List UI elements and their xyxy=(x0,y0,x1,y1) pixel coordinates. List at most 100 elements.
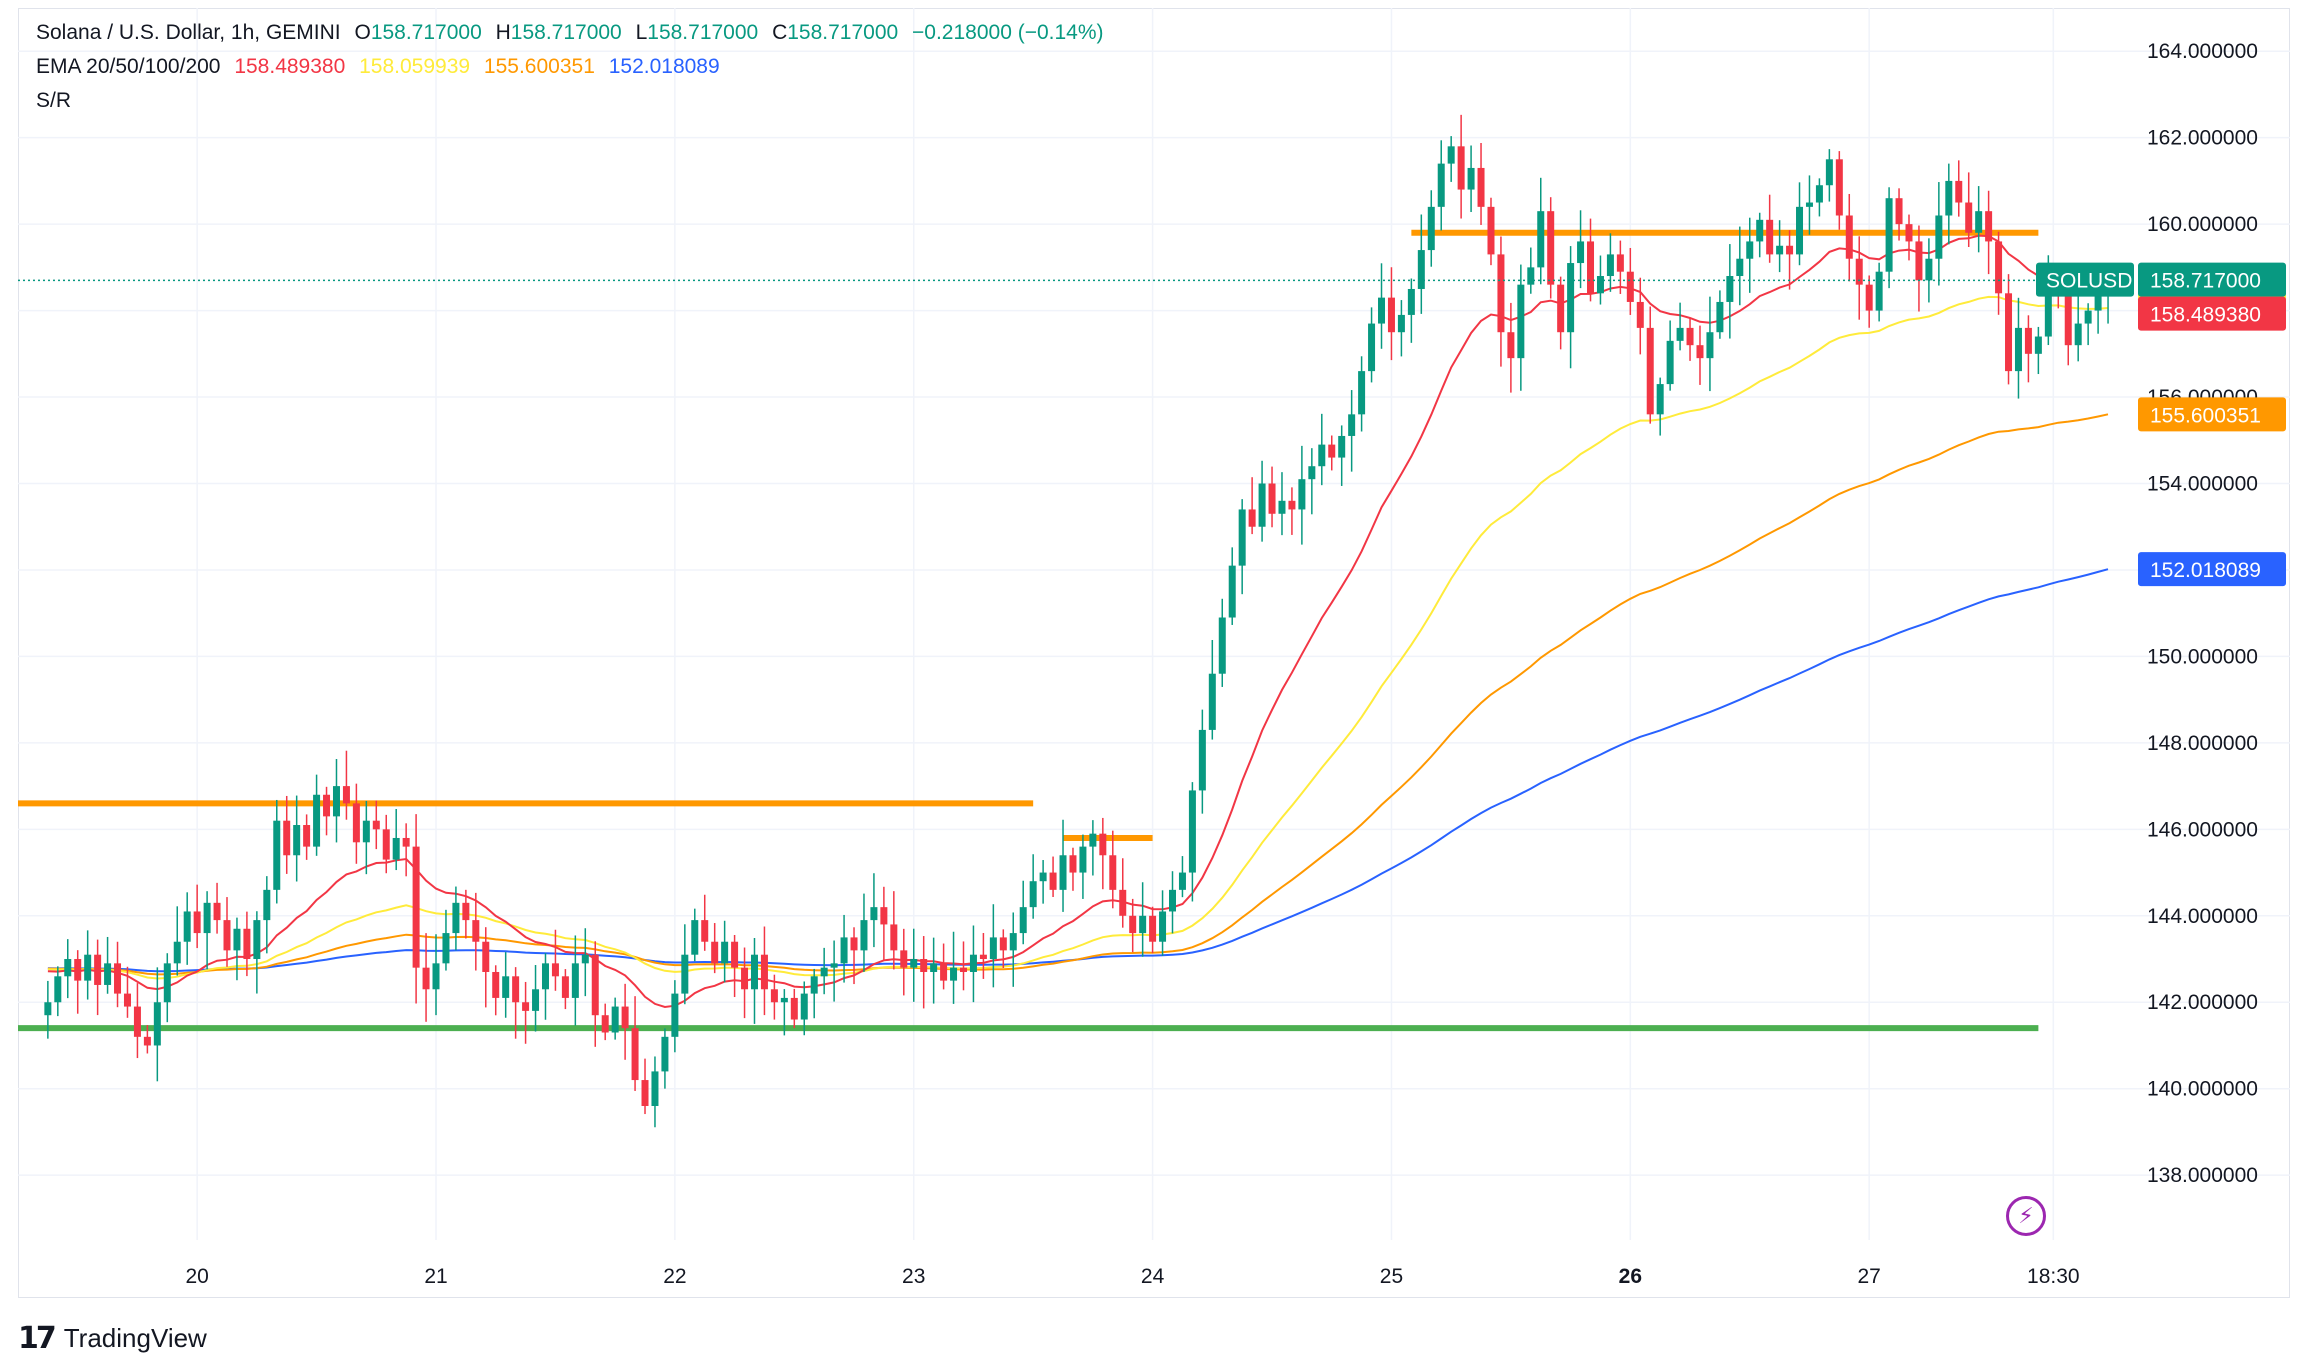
candle-body xyxy=(1975,211,1983,233)
candle-body xyxy=(541,963,549,990)
time-tick-label: 23 xyxy=(902,1265,925,1288)
candle-body xyxy=(2084,310,2092,324)
candle-body xyxy=(442,933,450,964)
ema20-badge-text: 158.489380 xyxy=(2150,304,2261,327)
candle-body xyxy=(1815,185,1823,203)
tradingview-mark-icon: 17 xyxy=(18,1320,57,1356)
price-badges: 152.018089155.600351158.059939158.717000… xyxy=(2036,262,2286,587)
lightning-icon[interactable]: ⚡ xyxy=(2006,1196,2046,1236)
candle-body xyxy=(1198,729,1206,791)
candle-body xyxy=(770,989,778,1003)
candle-body xyxy=(1955,180,1963,203)
legend-title: Solana / U.S. Dollar, 1h, GEMINI xyxy=(36,21,341,44)
candle-body xyxy=(959,967,967,972)
candle-body xyxy=(1348,414,1356,436)
legend-row-ema[interactable]: EMA 20/50/100/200 158.489380 158.059939 … xyxy=(36,50,728,84)
candle-body xyxy=(342,786,350,804)
candle-body xyxy=(979,954,987,960)
price-tick-label: 148.000000 xyxy=(2147,732,2258,755)
candle-body xyxy=(1288,500,1296,510)
candle-body xyxy=(1736,258,1744,277)
ema20-line xyxy=(47,234,2109,1009)
ema100-badge-text: 155.600351 xyxy=(2150,404,2261,427)
candle-body xyxy=(1298,479,1306,510)
candle-body xyxy=(223,920,231,951)
candle-body xyxy=(502,976,510,998)
candle-body xyxy=(153,1002,161,1046)
candle-body xyxy=(571,963,579,998)
candle-body xyxy=(1606,254,1614,277)
candle-body xyxy=(1029,881,1037,908)
price-tick-label: 150.000000 xyxy=(2147,645,2258,668)
candle-body xyxy=(1696,345,1704,359)
time-tick-label: 21 xyxy=(424,1265,447,1288)
legend-low: L158.717000 xyxy=(635,21,759,44)
candle-body xyxy=(432,963,440,990)
candle-body xyxy=(1318,444,1326,467)
candle-body xyxy=(412,846,420,968)
candle-body xyxy=(462,902,470,921)
candle-body xyxy=(930,963,938,972)
candle-body xyxy=(74,959,82,981)
candle-body xyxy=(1099,833,1107,856)
candle-body xyxy=(1358,371,1366,415)
candle-body xyxy=(1049,872,1057,890)
candle-body xyxy=(372,820,380,830)
candle-body xyxy=(2034,336,2042,354)
candle-body xyxy=(1905,224,1913,242)
candle-body xyxy=(611,1006,619,1033)
price-scale[interactable]: 164.000000162.000000160.000000158.000000… xyxy=(2147,40,2258,1187)
candle-body xyxy=(1646,327,1654,415)
candle-body xyxy=(591,954,599,1016)
candle-body xyxy=(1686,327,1694,346)
candle-body xyxy=(1228,565,1236,618)
candle-body xyxy=(1796,206,1804,255)
candle-body xyxy=(1308,466,1316,480)
candle-body xyxy=(731,941,739,968)
candle-body xyxy=(1089,833,1097,847)
candle-body xyxy=(522,1002,530,1011)
price-tick-label: 154.000000 xyxy=(2147,473,2258,496)
candle-body xyxy=(1825,159,1833,186)
candle-body xyxy=(1188,790,1196,873)
candle-body xyxy=(213,902,221,921)
tradingview-logo[interactable]: 17 TradingView xyxy=(18,1318,207,1358)
candle-body xyxy=(1507,332,1515,359)
ema-lines xyxy=(47,234,2109,1009)
candle-body xyxy=(641,1080,649,1106)
candle-body xyxy=(1855,258,1863,285)
candle-body xyxy=(422,967,430,990)
ema20-badge-bg xyxy=(2138,296,2286,331)
candles xyxy=(44,114,2112,1128)
candle-body xyxy=(850,937,858,951)
candle-body xyxy=(1238,509,1246,566)
candle-body xyxy=(123,993,131,1007)
legend-ema-label: EMA 20/50/100/200 xyxy=(36,55,221,78)
candle-body xyxy=(880,907,888,925)
price-tick-label: 160.000000 xyxy=(2147,213,2258,236)
candle-body xyxy=(830,963,838,968)
legend-ema100: 155.600351 xyxy=(483,55,595,78)
candle-body xyxy=(1915,241,1923,281)
candle-body xyxy=(601,1015,609,1033)
candle-body xyxy=(1457,146,1465,190)
candle-body xyxy=(2044,284,2052,337)
candle-body xyxy=(1985,211,1993,242)
candle-body xyxy=(1895,198,1903,225)
time-tick-label: 26 xyxy=(1619,1265,1642,1288)
candle-body xyxy=(114,963,122,994)
candle-body xyxy=(1845,215,1853,259)
chart-frame[interactable] xyxy=(18,8,2290,1298)
legend-row-symbol[interactable]: Solana / U.S. Dollar, 1h, GEMINI O158.71… xyxy=(36,16,1112,50)
legend-row-sr[interactable]: S/R xyxy=(36,84,79,118)
candle-body xyxy=(810,976,818,994)
ema200-badge-text: 152.018089 xyxy=(2150,559,2261,582)
ema200-badge-bg xyxy=(2138,552,2286,587)
candle-body xyxy=(84,954,92,981)
time-scale[interactable]: 20 21 22 23 24 25 26 27 18:30 xyxy=(185,1265,2079,1288)
time-tick-label: 24 xyxy=(1141,1265,1165,1288)
candle-body xyxy=(303,825,311,847)
candle-body xyxy=(631,1028,639,1081)
candle-body xyxy=(950,967,958,981)
